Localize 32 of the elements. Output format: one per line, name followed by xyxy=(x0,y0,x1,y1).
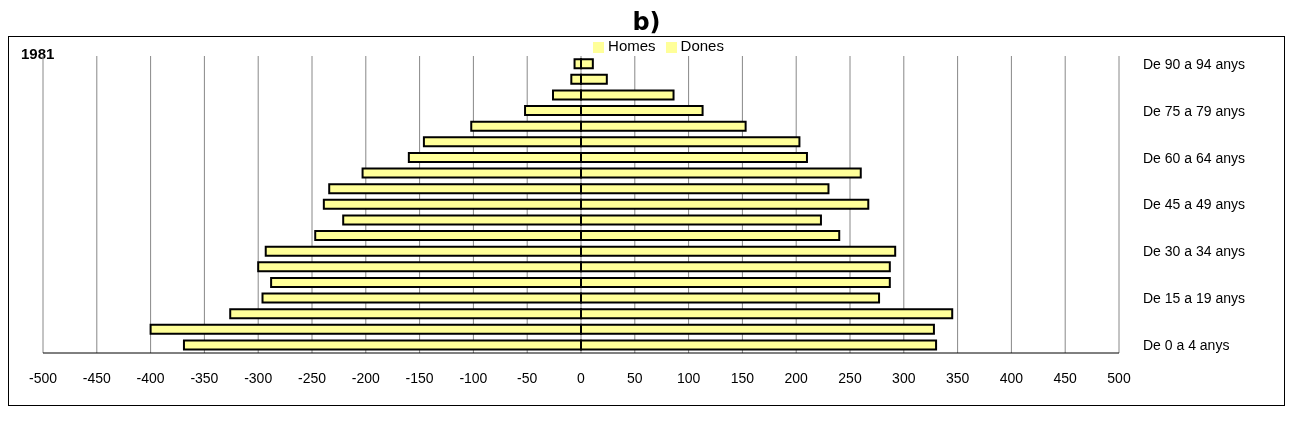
annotation: 1981 xyxy=(21,45,55,62)
x-tick-label: -100 xyxy=(459,369,488,386)
legend-label: Dones xyxy=(680,37,724,54)
y-tick-label: De 90 a 94 anys xyxy=(1143,55,1245,72)
y-tick-label: De 75 a 79 anys xyxy=(1143,102,1245,119)
x-tick-label: 200 xyxy=(784,369,809,386)
x-tick-label: -250 xyxy=(297,369,327,386)
x-tick-label: 250 xyxy=(838,369,862,386)
legend-label: Homes xyxy=(608,37,656,54)
x-tick-label: -300 xyxy=(244,369,273,386)
x-tick-label: 350 xyxy=(945,369,970,386)
y-tick-label: De 60 a 64 anys xyxy=(1143,149,1245,166)
x-tick-label: 500 xyxy=(1107,369,1131,386)
chart-title: b) xyxy=(631,8,662,36)
x-tick-label: 100 xyxy=(676,369,701,386)
y-tick-label: De 30 a 34 anys xyxy=(1143,243,1245,260)
y-tick-label: De 45 a 49 anys xyxy=(1143,196,1245,213)
x-tick-label: -450 xyxy=(82,369,112,386)
x-tick-label: 450 xyxy=(1053,369,1078,386)
x-tick-label: 50 xyxy=(627,369,643,386)
y-tick-label: De 0 a 4 anys xyxy=(1143,337,1230,354)
y-tick-label: De 15 a 19 anys xyxy=(1143,290,1245,307)
x-tick-label: -150 xyxy=(405,369,434,386)
x-tick-label: 150 xyxy=(730,369,755,386)
x-tick-label: -500 xyxy=(28,369,58,386)
x-tick-label: 300 xyxy=(892,369,916,386)
x-tick-label: -50 xyxy=(517,369,538,386)
x-tick-label: -400 xyxy=(136,369,165,386)
x-tick-label: 400 xyxy=(999,369,1024,386)
x-tick-label: -200 xyxy=(351,369,381,386)
x-tick-label: -350 xyxy=(190,369,219,386)
x-tick-label: 0 xyxy=(577,369,586,386)
